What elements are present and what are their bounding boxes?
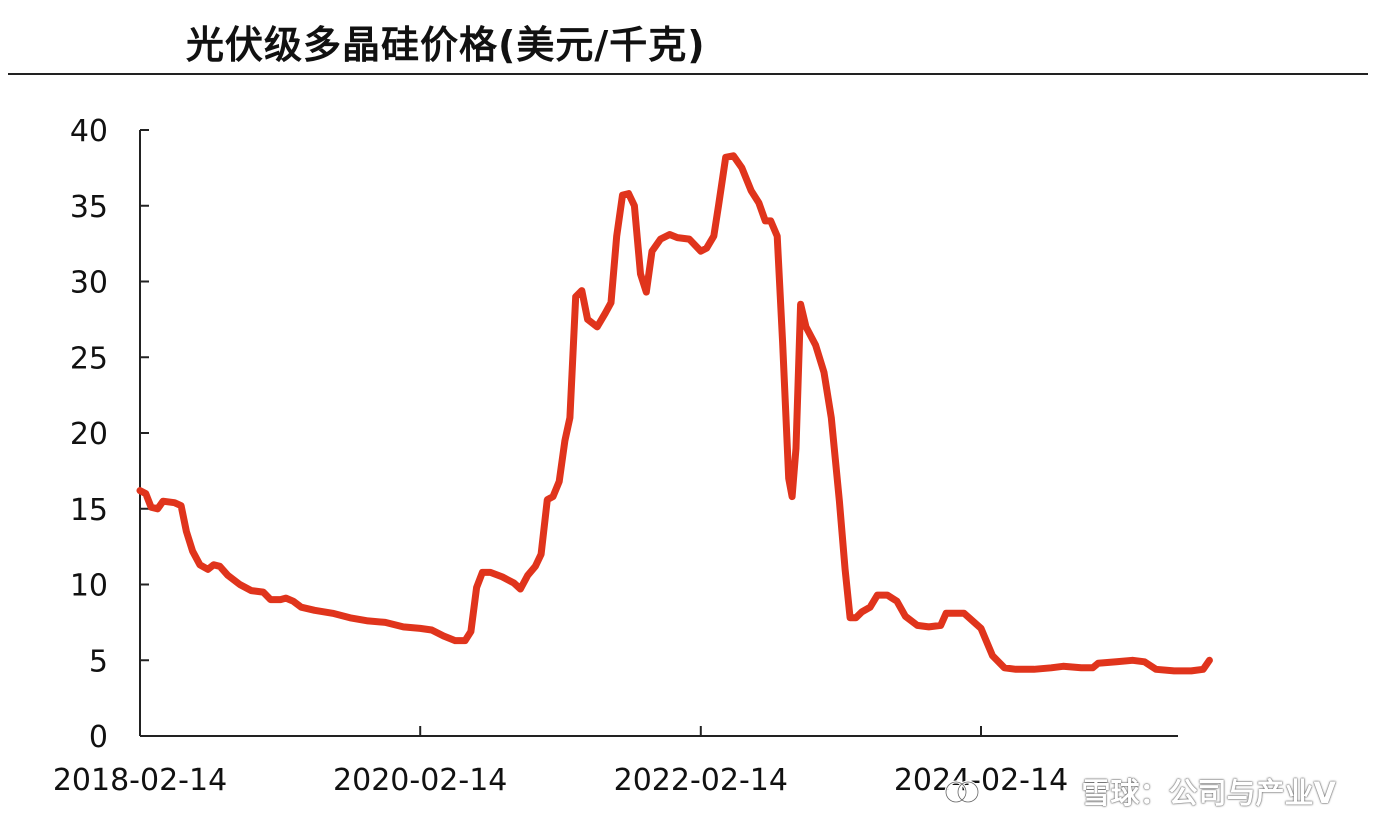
x-axis-ticks: 2018-02-14 2020-02-14 2022-02-14 2024-02-14 [53,726,1068,798]
x-tick-label: 2020-02-14 [333,763,507,798]
y-tick-label: 40 [70,114,108,149]
axes [139,130,1178,737]
x-tick-label: 2024-02-14 [894,763,1068,798]
series-layer [136,152,1213,675]
chart-title: 光伏级多晶硅价格(美元/千克) [186,23,706,67]
y-tick-label: 25 [70,341,108,376]
price-series-line [136,152,1213,675]
y-axis-ticks: 0 5 10 15 20 25 30 35 40 [70,114,149,755]
snowball-logo-icon [944,780,980,804]
y-tick-label: 15 [70,493,108,528]
watermark-text: 雪球：公司与产业V [1081,776,1336,810]
y-tick-label: 10 [70,569,108,604]
x-tick-label: 2018-02-14 [53,763,227,798]
y-tick-label: 20 [70,417,108,452]
y-tick-label: 30 [70,266,108,301]
y-tick-label: 35 [70,190,108,225]
y-tick-label: 0 [89,720,108,755]
y-tick-label: 5 [89,644,108,679]
title-divider [8,73,1368,75]
x-tick-label: 2022-02-14 [614,763,788,798]
